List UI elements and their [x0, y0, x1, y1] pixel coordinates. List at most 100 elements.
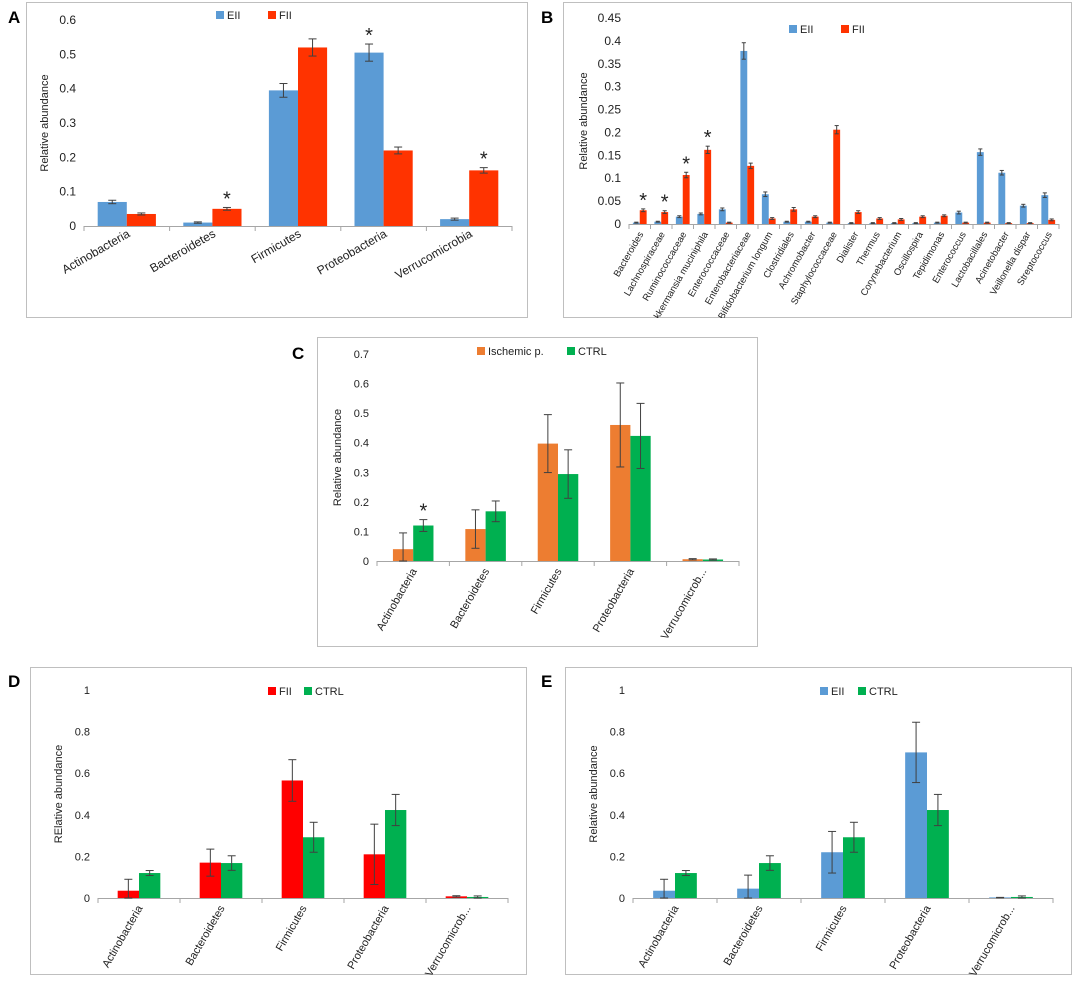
bar — [919, 216, 927, 224]
bar — [833, 129, 841, 224]
bar — [383, 150, 413, 226]
bar — [811, 216, 819, 224]
legend-swatch — [268, 11, 276, 19]
bar — [876, 218, 884, 224]
bar — [783, 221, 791, 224]
bar — [940, 215, 948, 224]
bar — [354, 52, 384, 226]
y-tick-label: 0.4 — [75, 810, 90, 822]
y-tick-label: 0.3 — [604, 80, 621, 94]
y-tick-label: 0 — [69, 219, 76, 233]
bar — [897, 219, 905, 224]
y-tick-label: 0.2 — [604, 125, 621, 139]
bar — [718, 209, 726, 224]
bar — [704, 149, 712, 224]
y-axis-label: Relative abundance — [578, 72, 590, 169]
legend-label: FII — [852, 24, 865, 36]
y-tick-label: 0.6 — [75, 768, 90, 780]
y-tick-label: 0 — [363, 556, 369, 568]
significance-marker: * — [704, 127, 712, 149]
y-axis-label: Relative abundance — [39, 74, 51, 171]
y-tick-label: 0 — [614, 217, 621, 231]
legend-label: EII — [800, 24, 813, 36]
bar — [97, 201, 127, 226]
bar — [675, 873, 697, 898]
bar — [998, 172, 1006, 224]
bar — [268, 90, 298, 226]
panel-letter-a: A — [8, 8, 21, 27]
chart-frame — [563, 2, 1072, 318]
bar — [747, 165, 755, 224]
chart-frame — [317, 337, 758, 647]
legend-label: FII — [279, 686, 292, 698]
legend-label: FII — [279, 10, 292, 22]
legend-swatch — [858, 687, 866, 695]
bar — [675, 216, 683, 224]
legend-label: CTRL — [578, 346, 607, 358]
y-tick-label: 0.45 — [598, 11, 622, 25]
y-tick-label: 0.05 — [598, 194, 622, 208]
y-tick-label: 0.2 — [354, 497, 369, 509]
bar — [469, 170, 499, 226]
legend-swatch — [841, 25, 849, 33]
bar — [298, 47, 328, 226]
bar — [821, 852, 843, 898]
bar — [768, 218, 776, 224]
bar — [630, 435, 651, 561]
legend-swatch — [216, 11, 224, 19]
chart-panel-b: 0 0.05 0.1 0.15 0.2 0.25 0.3 0.35 0.4 0.45 Relativ… — [563, 2, 1072, 318]
legend-label: Ischemic p. — [488, 346, 544, 358]
panel-letter-c: C — [292, 344, 305, 363]
bar — [413, 525, 434, 561]
bar — [761, 194, 769, 224]
bar — [281, 780, 303, 898]
bar — [303, 837, 325, 898]
y-tick-label: 0.25 — [598, 103, 622, 117]
y-tick-label: 0.7 — [354, 349, 369, 361]
bar — [558, 474, 579, 561]
panel-letter-b: B — [541, 8, 554, 27]
legend-label: EII — [831, 686, 844, 698]
bar — [126, 213, 156, 226]
legend-label: CTRL — [869, 686, 898, 698]
y-tick-label: 0 — [619, 893, 625, 905]
bar — [440, 219, 470, 226]
bar — [682, 175, 690, 224]
bar — [927, 810, 949, 898]
bar — [221, 863, 243, 898]
bar — [661, 212, 669, 224]
bar — [843, 837, 865, 898]
bar — [139, 873, 161, 898]
bar — [199, 862, 221, 898]
significance-marker: * — [661, 192, 669, 214]
y-tick-label: 0.2 — [59, 150, 76, 164]
y-tick-label: 0.8 — [75, 727, 90, 739]
y-tick-label: 0.5 — [59, 47, 76, 61]
chart-panel-c: 0 0.1 0.2 0.3 0.4 0.5 0.6 0.7 Relative abundance… — [317, 337, 758, 647]
bar — [697, 213, 705, 224]
y-tick-label: 0.6 — [354, 379, 369, 391]
bar — [485, 511, 506, 561]
panel-letter-e: E — [541, 672, 553, 691]
bar — [976, 152, 984, 224]
y-tick-label: 1 — [84, 685, 90, 697]
bar — [804, 221, 812, 224]
bar — [905, 752, 927, 898]
legend-swatch — [820, 687, 828, 695]
bar — [740, 50, 748, 225]
legend-label: EII — [227, 10, 240, 22]
y-tick-label: 0.2 — [75, 851, 90, 863]
y-axis-label: RElative abundance — [53, 745, 65, 843]
bar — [759, 863, 781, 898]
y-tick-label: 0.6 — [610, 768, 625, 780]
y-axis-label: Relative abundance — [588, 745, 600, 842]
bar — [654, 221, 662, 224]
y-tick-label: 0.6 — [59, 13, 76, 27]
significance-marker: * — [682, 153, 690, 175]
y-tick-label: 0.3 — [354, 467, 369, 479]
bar — [854, 212, 862, 224]
bar — [212, 208, 242, 226]
